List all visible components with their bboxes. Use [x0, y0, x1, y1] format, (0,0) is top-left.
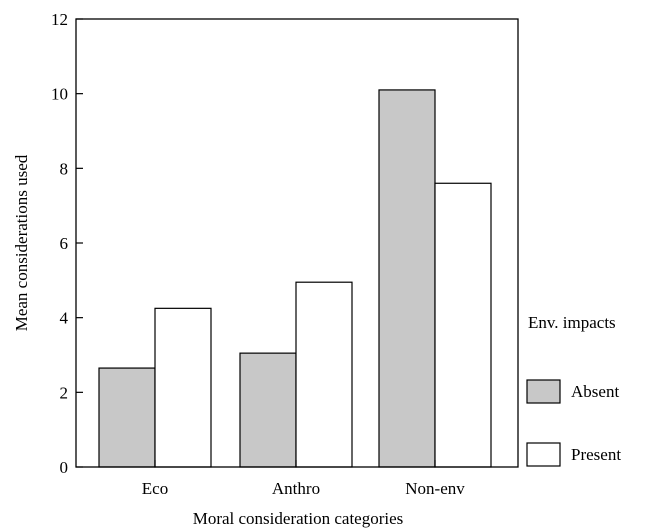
bar-absent-eco: [98, 367, 156, 468]
legend-label-present: Present: [571, 445, 621, 464]
x-tick-label: Anthro: [272, 479, 320, 498]
bar-present-anthro: [295, 281, 353, 468]
y-axis: 0 2 4 6 8 10 12: [51, 10, 83, 477]
y-tick-label: 4: [60, 309, 69, 328]
x-tick-label: Non-env: [405, 479, 465, 498]
legend-swatch-present: [526, 442, 561, 467]
bar-absent-non-env: [378, 89, 436, 468]
y-tick-label: 10: [51, 85, 68, 104]
bar-present-non-env: [434, 182, 492, 468]
y-tick-label: 8: [60, 159, 69, 178]
y-tick-label: 0: [60, 458, 69, 477]
bar-absent-anthro: [239, 352, 297, 468]
legend-title: Env. impacts: [528, 313, 616, 332]
legend-label-absent: Absent: [571, 382, 619, 401]
y-tick-label: 6: [60, 234, 69, 253]
x-axis: Eco Anthro Non-env: [142, 460, 465, 498]
y-tick-label: 12: [51, 10, 68, 29]
x-axis-label: Moral consideration categories: [193, 509, 404, 528]
legend: Env. impacts Absent Present: [526, 313, 621, 467]
legend-swatch-absent: [526, 379, 561, 404]
y-tick-label: 2: [60, 383, 69, 402]
bars-group: [98, 89, 492, 468]
bar-present-eco: [154, 307, 212, 468]
x-tick-label: Eco: [142, 479, 168, 498]
y-axis-label: Mean considerations used: [12, 154, 31, 331]
